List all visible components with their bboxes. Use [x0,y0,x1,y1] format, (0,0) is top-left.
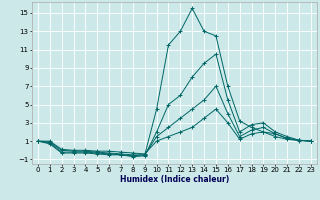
X-axis label: Humidex (Indice chaleur): Humidex (Indice chaleur) [120,175,229,184]
